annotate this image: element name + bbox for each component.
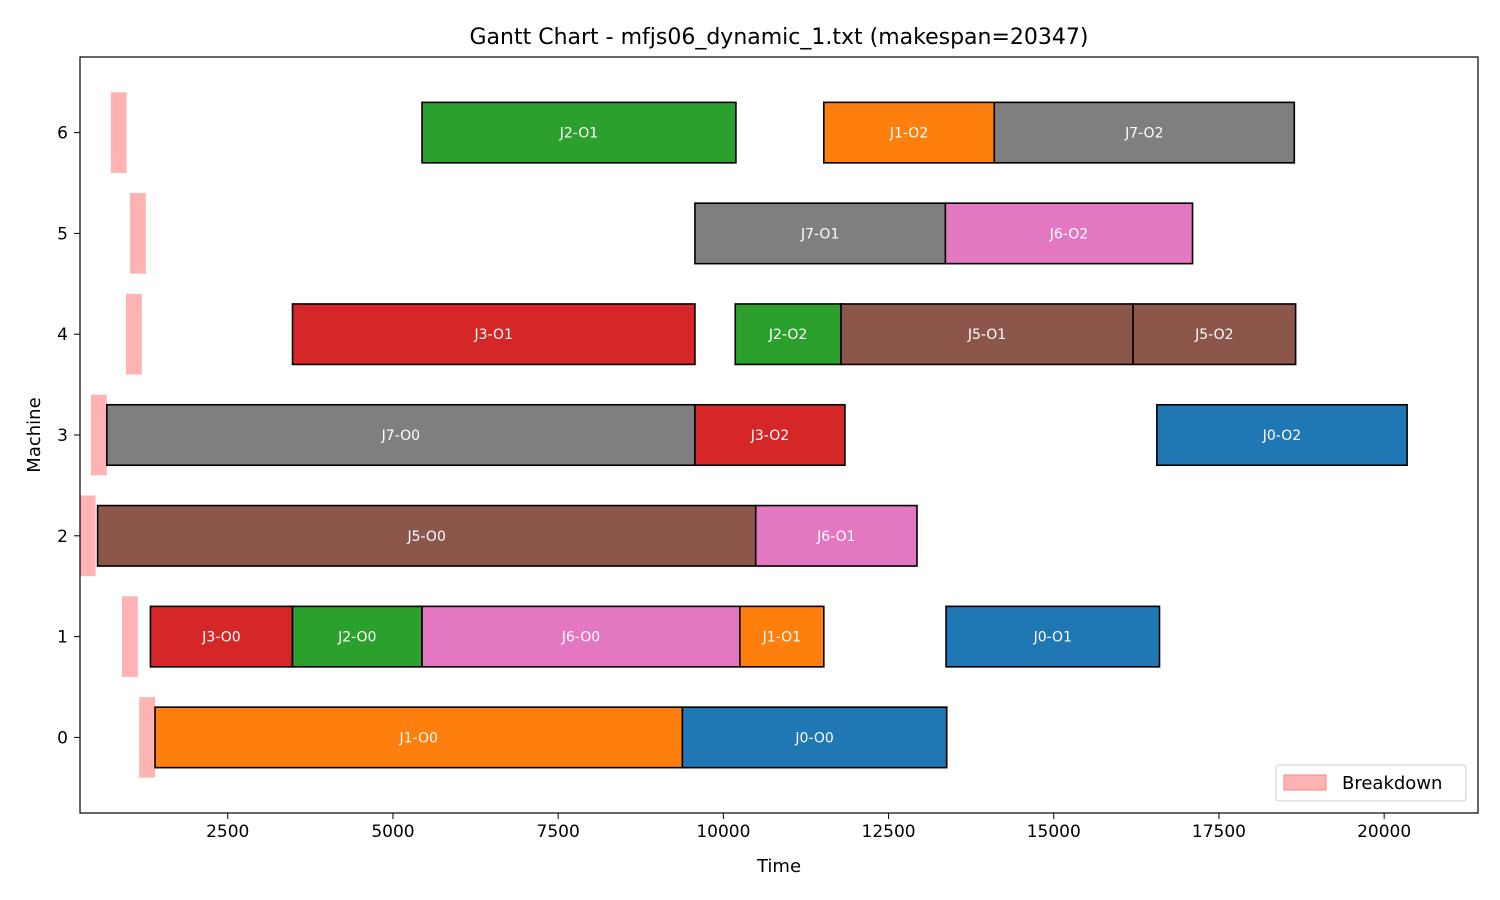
operation-label: J0-O2 (1262, 428, 1301, 444)
operation-label: J3-O0 (201, 630, 240, 646)
breakdown-bar (122, 596, 138, 677)
operations-layer: J1-O0 J0-O0 J3-O0 J2-O0 J6-O0 J1-O1 J0-O1 J5-O0… (96, 101, 1408, 769)
operation-label: J6-O1 (816, 529, 855, 545)
operation-bar (291, 605, 423, 668)
operation-label: J5-O1 (967, 327, 1006, 343)
x-tick-label: 12500 (862, 822, 916, 842)
breakdown-bar (110, 92, 127, 173)
operation-label: J3-O2 (750, 428, 789, 444)
operation-bar (944, 202, 1194, 265)
y-tick-label: 2 (57, 527, 68, 547)
operation-label: J2-O0 (337, 630, 376, 646)
operation-label: J7-O1 (800, 226, 839, 242)
operation-bar (421, 605, 741, 668)
y-axis: 0 1 2 3 4 5 6 (57, 124, 80, 748)
operation-bar (1156, 403, 1408, 467)
operation-bar (149, 605, 294, 668)
x-tick-label: 2500 (206, 822, 249, 842)
x-tick-label: 10000 (696, 822, 750, 842)
operation-bar (734, 303, 842, 366)
operation-bar (840, 303, 1134, 366)
y-tick-label: 4 (57, 325, 68, 345)
operation-label: J5-O2 (1194, 327, 1233, 343)
x-tick-label: 17500 (1192, 822, 1246, 842)
operation-bar (106, 403, 696, 467)
operation-label: J7-O0 (381, 428, 420, 444)
x-tick-label: 20000 (1357, 822, 1411, 842)
y-tick-label: 1 (57, 628, 68, 648)
operation-bar (96, 504, 757, 567)
operation-bar (754, 504, 918, 567)
operation-label: J3-O1 (474, 327, 513, 343)
operation-bar (291, 303, 696, 366)
operation-label: J5-O0 (406, 529, 445, 545)
operation-label: J0-O0 (794, 730, 833, 746)
x-tick-label: 7500 (537, 822, 580, 842)
operation-bar (154, 706, 684, 769)
operation-label: J1-O2 (889, 126, 928, 142)
y-tick-label: 5 (57, 224, 68, 244)
legend-entry-breakdown: Breakdown (1342, 773, 1442, 794)
operation-bar (993, 101, 1296, 164)
breakdown-layer (80, 92, 156, 778)
y-tick-label: 3 (57, 426, 68, 446)
operation-label: J1-O1 (762, 630, 801, 646)
operation-bar (681, 706, 948, 769)
operation-bar (1132, 303, 1297, 366)
breakdown-bar (129, 193, 146, 274)
operation-bar (694, 202, 947, 265)
breakdown-bar (90, 394, 107, 476)
operation-bar (739, 605, 825, 668)
operation-bar (421, 101, 737, 164)
operation-label: J6-O0 (561, 630, 600, 646)
chart-title: Gantt Chart - mfjs06_dynamic_1.txt (make… (470, 25, 1089, 50)
operation-bar (694, 403, 846, 467)
operation-label: J7-O2 (1124, 126, 1163, 142)
breakdown-bar (139, 697, 156, 778)
y-tick-label: 0 (57, 728, 68, 748)
operation-label: J2-O2 (768, 327, 807, 343)
breakdown-bar (125, 293, 142, 375)
legend: Breakdown (1275, 764, 1467, 802)
x-axis-label: Time (756, 856, 801, 877)
operation-label: J6-O2 (1049, 226, 1088, 242)
operation-label: J2-O1 (559, 126, 598, 142)
breakdown-bar (80, 495, 96, 577)
legend-box (1275, 764, 1467, 802)
x-tick-label: 15000 (1027, 822, 1081, 842)
x-tick-label: 5000 (371, 822, 414, 842)
operation-bar (823, 101, 996, 164)
operation-label: J1-O0 (399, 730, 438, 746)
x-axis: 2500 5000 7500 10000 12500 15000 17500 20000 (206, 813, 1411, 842)
y-axis-label: Machine (24, 397, 45, 472)
operation-bar (945, 605, 1161, 668)
y-tick-label: 6 (57, 124, 68, 144)
operation-label: J0-O1 (1033, 630, 1072, 646)
legend-swatch-breakdown (1283, 774, 1327, 791)
